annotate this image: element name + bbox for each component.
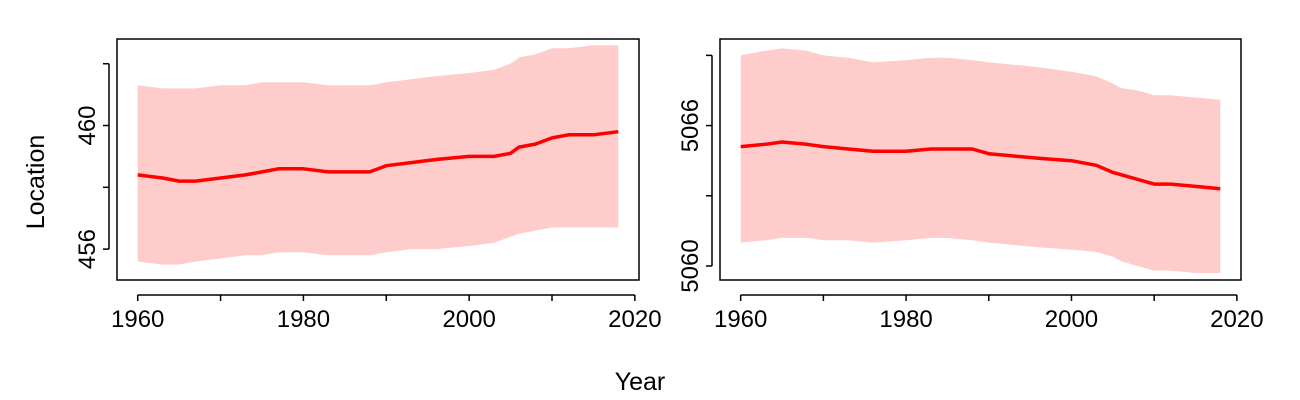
x-tick-label: 1960 [714,306,767,333]
confidence-band [740,48,1221,274]
x-tick-label: 2020 [1210,306,1263,333]
confidence-band [137,45,619,265]
x-tick-label: 2020 [608,306,661,333]
y-tick-label: 5060 [677,239,704,292]
plot-frame [116,38,640,281]
x-tick-label: 1960 [111,306,164,333]
x-axis-title: Year [615,368,666,396]
y-tick-label: 460 [74,105,101,145]
x-tick-label: 1980 [277,306,330,333]
plot-frame [719,38,1242,281]
y-axis-title: Location [22,135,50,230]
x-tick-label: 2000 [1045,306,1098,333]
series-line [740,140,1221,191]
x-tick-label: 1980 [879,306,932,333]
series-line [137,129,619,183]
panel-left: 1960 1980 2000 2020 456 460 [74,38,662,333]
y-tick-label: 5066 [677,99,704,152]
y-tick-label: 456 [74,229,101,269]
panel-right: 1960 1980 2000 2020 5060 5066 [677,38,1264,333]
x-tick-label: 2000 [442,306,495,333]
